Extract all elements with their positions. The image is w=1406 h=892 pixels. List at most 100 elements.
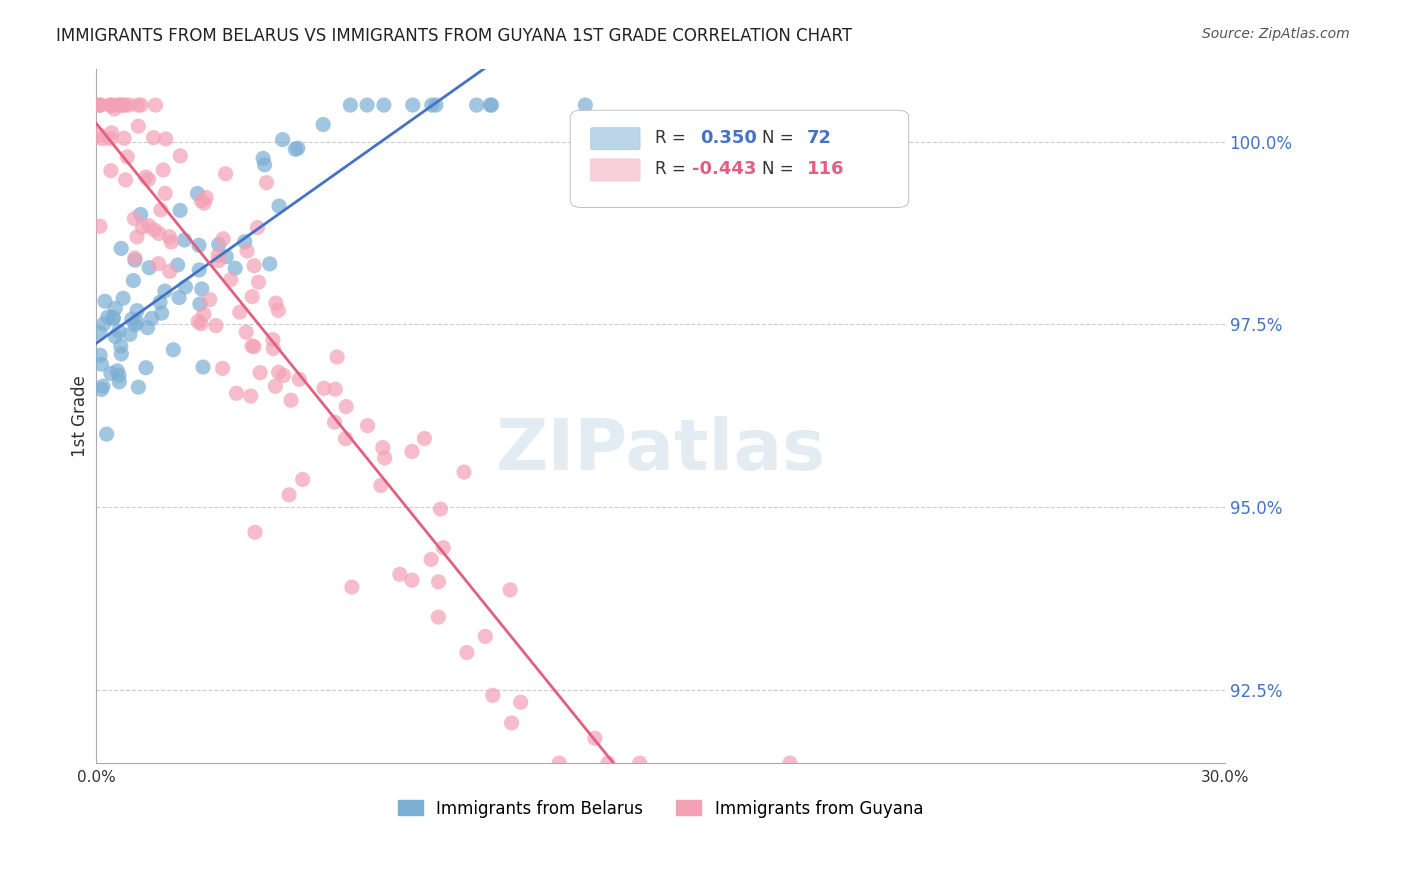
Point: [124, 211, 146, 226]
Point: [267, 303, 290, 318]
Text: R =: R =: [655, 161, 686, 178]
Point: [108, 368, 131, 383]
Point: [240, 290, 263, 304]
Point: [118, 327, 141, 342]
Point: [264, 296, 287, 310]
Point: [256, 176, 278, 190]
Point: [509, 695, 531, 709]
Point: [273, 368, 295, 383]
Point: [413, 432, 436, 446]
Text: Source: ZipAtlas.com: Source: ZipAtlas.com: [1202, 27, 1350, 41]
Point: [278, 488, 301, 502]
Point: [339, 98, 361, 112]
Point: [100, 98, 122, 112]
Point: [107, 98, 129, 112]
Point: [186, 186, 208, 201]
Point: [259, 257, 281, 271]
Point: [501, 715, 523, 730]
Point: [235, 325, 257, 339]
Point: [628, 756, 651, 771]
Point: [373, 98, 395, 112]
Point: [267, 199, 290, 213]
Point: [326, 350, 349, 364]
Point: [108, 324, 131, 338]
Point: [110, 241, 132, 255]
Point: [108, 98, 131, 112]
Point: [100, 131, 122, 145]
Point: [207, 248, 229, 262]
Text: 116: 116: [807, 161, 845, 178]
Point: [401, 573, 423, 587]
Point: [127, 380, 149, 394]
Point: [174, 280, 197, 294]
Point: [89, 98, 111, 112]
Point: [212, 232, 235, 246]
Point: [127, 315, 149, 329]
Point: [215, 250, 238, 264]
Point: [108, 375, 131, 389]
Point: [148, 227, 170, 241]
Text: N =: N =: [762, 129, 793, 147]
Point: [247, 275, 270, 289]
Point: [429, 502, 451, 516]
Point: [225, 386, 247, 401]
Point: [114, 173, 136, 187]
Point: [402, 98, 425, 112]
Point: [112, 131, 135, 145]
Y-axis label: 1st Grade: 1st Grade: [72, 375, 89, 457]
Point: [420, 98, 443, 112]
Point: [243, 525, 266, 540]
Text: 0.350: 0.350: [700, 129, 756, 147]
Point: [243, 340, 266, 354]
Point: [104, 301, 127, 316]
Point: [456, 646, 478, 660]
Point: [370, 478, 392, 492]
Point: [124, 318, 146, 332]
FancyBboxPatch shape: [591, 159, 640, 181]
Point: [246, 220, 269, 235]
Point: [193, 196, 215, 211]
Point: [229, 305, 252, 319]
FancyBboxPatch shape: [571, 111, 908, 208]
Text: R =: R =: [655, 129, 686, 147]
Point: [252, 152, 274, 166]
Point: [89, 219, 111, 234]
Point: [474, 629, 496, 643]
Point: [104, 329, 127, 343]
Point: [190, 317, 212, 331]
Point: [481, 689, 503, 703]
Point: [145, 98, 167, 112]
Point: [138, 219, 160, 233]
Point: [167, 291, 190, 305]
Point: [110, 339, 132, 353]
Point: [340, 580, 363, 594]
Point: [195, 190, 218, 204]
Point: [574, 98, 596, 112]
FancyBboxPatch shape: [591, 128, 640, 150]
Point: [90, 383, 112, 397]
Point: [425, 98, 447, 112]
Point: [207, 253, 229, 268]
Point: [101, 310, 124, 325]
Point: [127, 303, 149, 318]
Point: [122, 273, 145, 287]
Point: [249, 366, 271, 380]
Point: [152, 163, 174, 178]
Point: [127, 119, 149, 133]
Point: [356, 98, 378, 112]
Point: [100, 163, 122, 178]
Point: [420, 552, 443, 566]
Point: [124, 251, 146, 265]
Text: N =: N =: [762, 161, 793, 178]
Point: [89, 98, 111, 112]
Point: [114, 98, 136, 112]
Point: [208, 237, 231, 252]
Point: [111, 98, 134, 112]
Point: [271, 132, 294, 146]
Point: [190, 282, 212, 296]
Point: [111, 98, 134, 112]
Point: [239, 389, 262, 403]
Point: [427, 610, 450, 624]
Point: [125, 230, 148, 244]
Point: [129, 207, 152, 221]
